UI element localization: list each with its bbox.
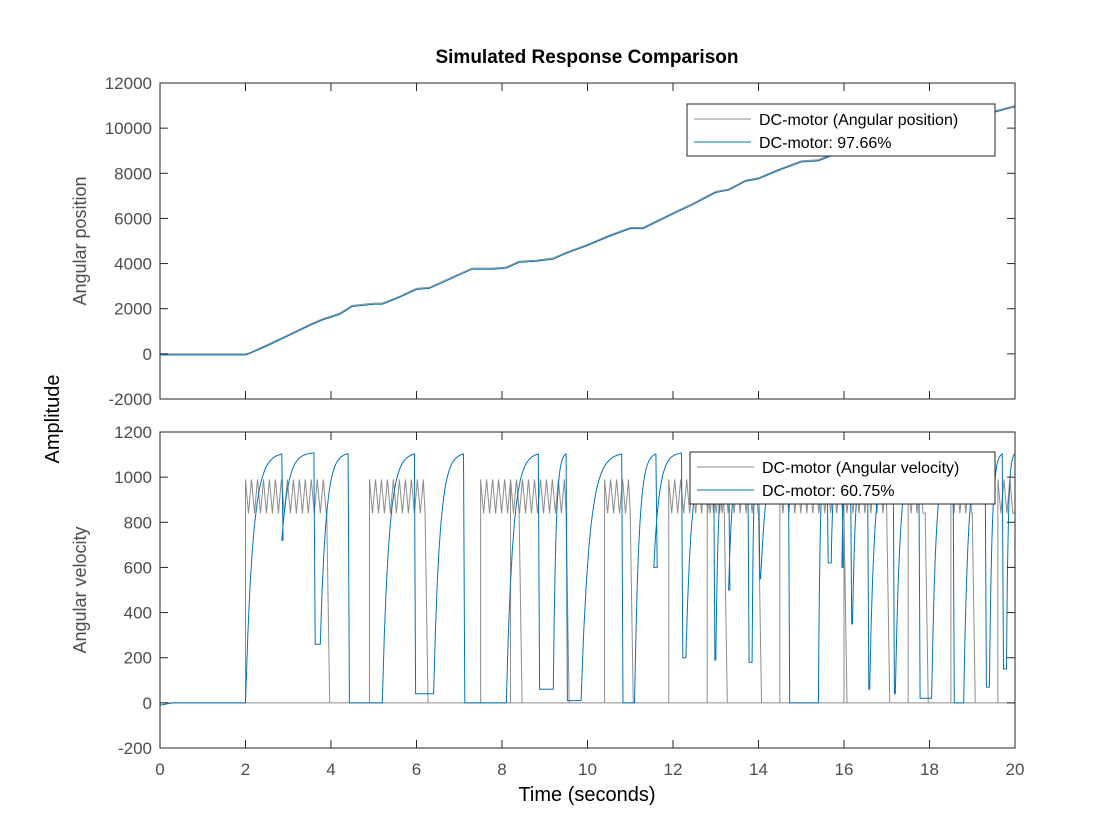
bottom-xtick-label: 12 — [664, 760, 683, 779]
top-ytick-label: 12000 — [105, 74, 152, 93]
top-axes: -2000 0 2000 4000 6000 8000 10000 12000 Angular … — [70, 74, 1016, 409]
bottom-ytick-label: -200 — [118, 739, 152, 758]
top-ytick-label: 4000 — [114, 255, 152, 274]
bottom-ylabel: Angular velocity — [70, 526, 90, 653]
top-ytick-label: -2000 — [109, 390, 152, 409]
top-ytick-label: 10000 — [105, 119, 152, 138]
bottom-ytick-label: 200 — [124, 649, 152, 668]
bottom-ytick-label: 0 — [143, 694, 152, 713]
top-legend-label-measured: DC-motor (Angular position) — [759, 112, 958, 129]
bottom-xtick-label: 18 — [920, 760, 939, 779]
bottom-legend-box — [689, 451, 996, 505]
top-ytick-label: 6000 — [114, 209, 152, 228]
bottom-xtick-label: 20 — [1006, 760, 1025, 779]
bottom-xtick-label: 4 — [326, 760, 335, 779]
bottom-xtick-label: 14 — [749, 760, 768, 779]
top-legend-box — [686, 103, 996, 157]
figure-xlabel: Time (seconds) — [518, 784, 655, 806]
figure-title: Simulated Response Comparison — [435, 47, 738, 68]
bottom-xtick-label: 16 — [835, 760, 854, 779]
top-legend: DC-motor (Angular position) DC-motor: 97… — [686, 103, 996, 157]
bottom-ytick-label: 800 — [124, 513, 152, 532]
top-ylabel: Angular position — [70, 176, 90, 305]
top-ytick-label: 8000 — [114, 164, 152, 183]
bottom-xtick-label: 0 — [155, 760, 164, 779]
bottom-xtick-label: 2 — [241, 760, 250, 779]
bottom-axes: 0 2 4 6 8 10 12 14 16 18 20-2000200400600800100012… — [70, 423, 1024, 779]
top-legend-label-simulated: DC-motor: 97.66% — [759, 135, 892, 152]
bottom-ytick-label: 400 — [124, 604, 152, 623]
bottom-legend: DC-motor (Angular velocity) DC-motor: 60… — [689, 451, 996, 505]
bottom-xtick-label: 10 — [578, 760, 597, 779]
bottom-ytick-label: 600 — [124, 558, 152, 577]
bottom-ytick-label: 1200 — [114, 423, 152, 442]
bottom-legend-label-simulated: DC-motor: 60.75% — [762, 483, 895, 500]
bottom-ytick-label: 1000 — [114, 468, 152, 487]
top-ytick-label: 0 — [143, 345, 152, 364]
figure-ylabel: Amplitude — [42, 375, 64, 464]
bottom-legend-label-measured: DC-motor (Angular velocity) — [762, 460, 959, 477]
top-ytick-label: 2000 — [114, 300, 152, 319]
bottom-xtick-label: 8 — [497, 760, 506, 779]
bottom-xtick-label: 6 — [412, 760, 421, 779]
